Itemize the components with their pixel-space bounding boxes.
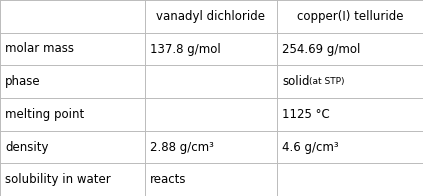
Text: solubility in water: solubility in water bbox=[5, 173, 111, 186]
Text: reacts: reacts bbox=[150, 173, 186, 186]
Text: solid: solid bbox=[282, 75, 310, 88]
Text: copper(I) telluride: copper(I) telluride bbox=[297, 10, 403, 23]
Text: 1125 °C: 1125 °C bbox=[282, 108, 330, 121]
Text: 2.88 g/cm³: 2.88 g/cm³ bbox=[150, 141, 214, 153]
Text: molar mass: molar mass bbox=[5, 43, 74, 55]
Text: 4.6 g/cm³: 4.6 g/cm³ bbox=[282, 141, 339, 153]
Text: melting point: melting point bbox=[5, 108, 84, 121]
Text: phase: phase bbox=[5, 75, 41, 88]
Text: vanadyl dichloride: vanadyl dichloride bbox=[157, 10, 265, 23]
Text: 137.8 g/mol: 137.8 g/mol bbox=[150, 43, 220, 55]
Text: (at STP): (at STP) bbox=[309, 77, 345, 86]
Text: 254.69 g/mol: 254.69 g/mol bbox=[282, 43, 360, 55]
Text: density: density bbox=[5, 141, 49, 153]
